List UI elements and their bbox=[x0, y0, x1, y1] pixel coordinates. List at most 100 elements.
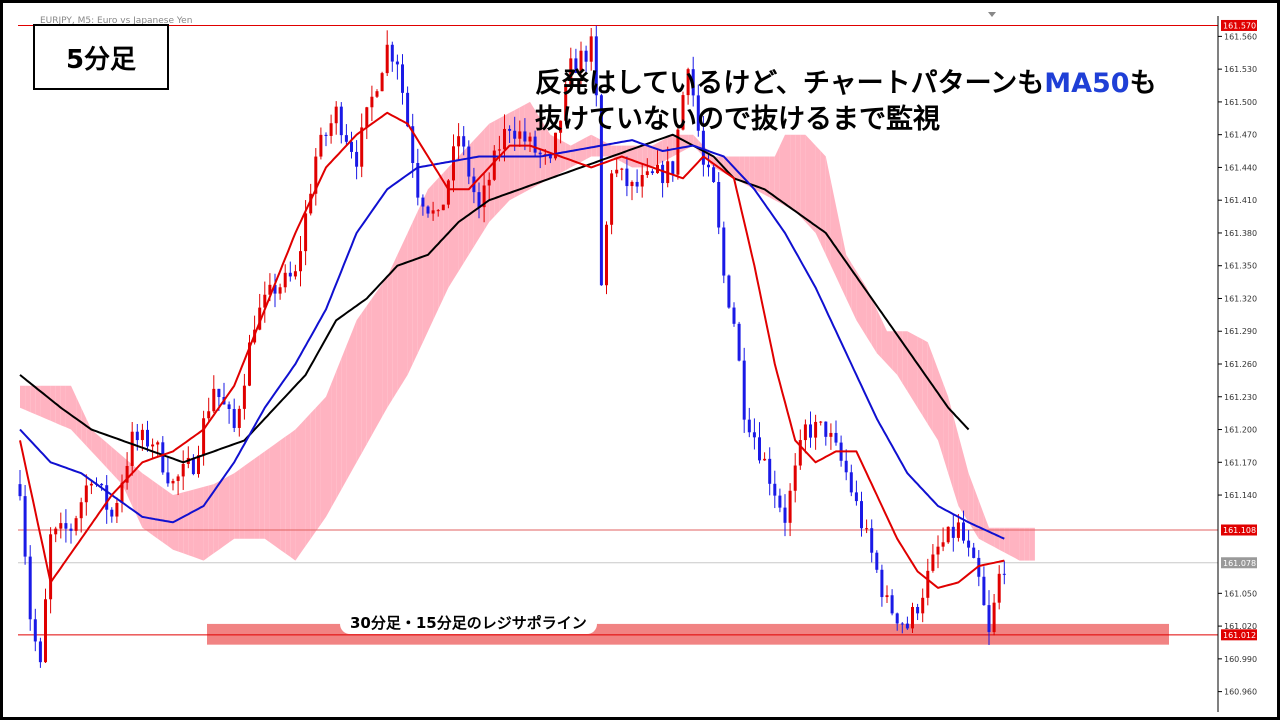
candle bbox=[707, 153, 710, 177]
candle bbox=[538, 149, 542, 169]
candle bbox=[462, 126, 466, 156]
candle-body bbox=[538, 152, 542, 155]
cloud-segment bbox=[861, 279, 867, 337]
cloud-segment bbox=[805, 134, 811, 228]
candle-body bbox=[457, 136, 461, 147]
candle bbox=[992, 593, 996, 636]
cloud-segment bbox=[938, 369, 944, 457]
candle-body bbox=[33, 619, 37, 642]
candle-body bbox=[523, 131, 527, 142]
candle-body bbox=[977, 557, 981, 577]
cloud-segment bbox=[422, 189, 428, 343]
candle bbox=[564, 81, 568, 124]
candle-body bbox=[207, 411, 211, 419]
candle-body bbox=[248, 342, 251, 386]
cloud-segment bbox=[326, 384, 332, 517]
cloud-segment bbox=[856, 271, 862, 329]
candle bbox=[620, 167, 624, 181]
candle bbox=[54, 526, 58, 543]
candle bbox=[64, 509, 68, 543]
cloud-segment bbox=[575, 140, 581, 165]
ma-mid-line bbox=[19, 139, 1005, 540]
candle-body bbox=[752, 432, 756, 438]
candle bbox=[156, 440, 160, 458]
candle-body bbox=[339, 106, 343, 136]
candle-body bbox=[599, 95, 603, 286]
candle bbox=[987, 590, 991, 645]
candle bbox=[967, 530, 971, 557]
candle-body bbox=[227, 404, 231, 409]
cloud-segment bbox=[428, 183, 434, 332]
candle-body bbox=[941, 542, 945, 547]
cloud-segment bbox=[331, 371, 337, 508]
candle-body bbox=[120, 482, 124, 503]
cloud-segment bbox=[346, 333, 352, 481]
headline-line-1: 反発はしているけど、チャートパターンもMA50も bbox=[535, 66, 1225, 102]
cloud-segment bbox=[254, 455, 260, 539]
candle bbox=[334, 101, 338, 135]
candle bbox=[773, 470, 777, 509]
cloud-segment bbox=[994, 527, 1000, 550]
candle-body bbox=[69, 528, 73, 531]
candle bbox=[293, 264, 297, 280]
cloud-segment bbox=[377, 283, 383, 426]
candle-body bbox=[390, 44, 394, 62]
cloud-segment bbox=[759, 156, 765, 195]
candle-body bbox=[140, 429, 144, 441]
cloud-segment bbox=[978, 500, 984, 542]
axis-tick-label: 161.320 bbox=[1224, 294, 1257, 303]
candle-body bbox=[615, 169, 619, 174]
cloud-segment bbox=[815, 145, 821, 244]
candle bbox=[701, 116, 705, 177]
candle-body bbox=[482, 185, 486, 208]
cloud-segment bbox=[917, 336, 923, 416]
candle bbox=[278, 283, 282, 300]
candle bbox=[610, 170, 614, 235]
candle bbox=[732, 302, 736, 327]
cloud-segment bbox=[1019, 527, 1025, 561]
candle bbox=[661, 160, 665, 198]
candle bbox=[375, 89, 379, 98]
ichimoku-cloud bbox=[20, 101, 1035, 561]
candle bbox=[625, 156, 629, 197]
candle bbox=[865, 519, 869, 534]
candle bbox=[89, 479, 93, 495]
candle bbox=[788, 483, 792, 537]
candle bbox=[712, 164, 716, 183]
candle bbox=[844, 449, 848, 481]
cloud-segment bbox=[932, 355, 938, 441]
cloud-segment bbox=[902, 331, 908, 392]
cloud-segment bbox=[647, 145, 653, 168]
candle bbox=[314, 148, 318, 206]
candle bbox=[905, 616, 909, 630]
cloud-segment bbox=[509, 110, 515, 201]
cloud-segment bbox=[458, 151, 464, 272]
cloud-segment bbox=[866, 287, 872, 345]
cloud-segment bbox=[943, 383, 949, 474]
cloud-segment bbox=[836, 205, 842, 288]
price-level-tag-bg bbox=[1221, 557, 1257, 569]
candle-body bbox=[605, 224, 608, 286]
candle-body bbox=[411, 126, 415, 163]
cloud-segment bbox=[927, 342, 933, 433]
cloud-segment bbox=[484, 123, 490, 231]
candle-body bbox=[492, 150, 496, 180]
candle-body bbox=[778, 495, 782, 508]
cloud-segment bbox=[989, 527, 995, 547]
candle bbox=[559, 120, 563, 144]
cloud-segment bbox=[203, 485, 209, 561]
candle bbox=[941, 527, 945, 552]
candle bbox=[176, 474, 180, 496]
candle-body bbox=[375, 91, 379, 97]
cloud-segment bbox=[137, 468, 143, 528]
candle bbox=[589, 27, 593, 71]
candle bbox=[319, 127, 323, 160]
cloud-segment bbox=[453, 156, 459, 280]
candle bbox=[166, 457, 170, 487]
candle-body bbox=[809, 424, 812, 438]
candle bbox=[717, 172, 721, 235]
cloud-segment bbox=[825, 156, 831, 266]
candle-body bbox=[783, 507, 787, 523]
candle bbox=[74, 515, 78, 536]
